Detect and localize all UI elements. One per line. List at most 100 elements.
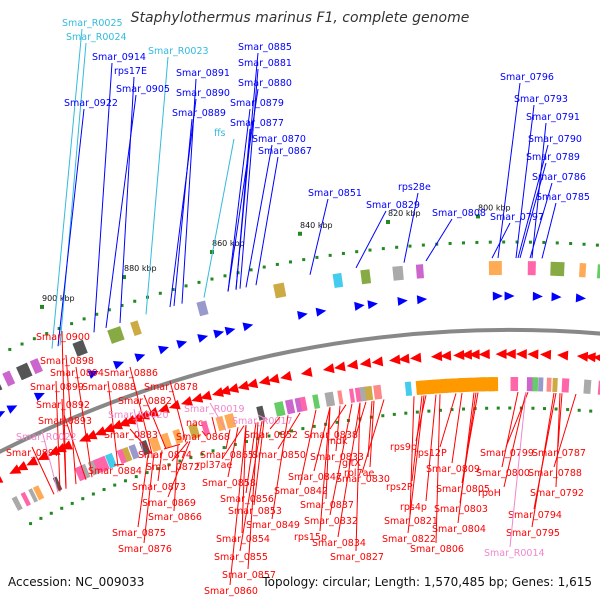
gene-leader-line: [245, 422, 257, 494]
gene-category-block: [148, 436, 162, 453]
gene-category-block: [130, 320, 142, 337]
gene-label: Smar_0889: [172, 108, 226, 119]
forward-gene-arrow: [6, 405, 18, 414]
reverse-gene-arrow: [102, 422, 115, 433]
gene-label: rps9p: [390, 442, 417, 453]
gc-dot: [123, 479, 127, 483]
gc-dot: [60, 506, 64, 510]
reverse-gene-arrow: [440, 350, 452, 361]
gene-label: Smar_0870: [252, 134, 306, 145]
gene-leader-line: [277, 412, 301, 450]
reverse-gene-arrow: [246, 378, 259, 389]
gene-leader-line: [169, 98, 197, 308]
kbp-tick-mark: [386, 219, 390, 224]
gene-leader-line: [209, 402, 227, 431]
gene-leader-line: [75, 366, 93, 478]
reverse-gene-arrow: [237, 380, 250, 391]
gc-dot: [189, 456, 193, 460]
gc-dot: [408, 244, 412, 248]
gene-leader-line: [411, 395, 423, 482]
gene-label: Smar_0873: [132, 482, 186, 493]
gene-leader-line: [235, 128, 251, 290]
gene-leader-line: [299, 409, 317, 486]
gene-leader-line: [555, 393, 561, 488]
gc-dot: [82, 317, 86, 321]
reverse-gene-arrow: [478, 349, 490, 360]
genome-tracks: [0, 240, 600, 526]
reverse-gene-arrow: [110, 419, 123, 430]
forward-gene-arrow: [575, 293, 586, 303]
gene-label: Smar_0830: [336, 474, 390, 485]
gene-leader-line: [451, 393, 463, 464]
gene-leader-line: [337, 402, 361, 538]
gc-dot: [395, 245, 399, 249]
gene-leader-line: [329, 403, 353, 516]
reverse-gene-arrow: [334, 361, 346, 372]
gene-leader-line: [245, 144, 273, 288]
gene-label: rpl7ae: [344, 468, 374, 479]
forward-gene-arrow: [224, 326, 236, 336]
forward-gene-arrow: [354, 301, 365, 311]
gene-leader-line: [541, 202, 557, 259]
gc-dot: [8, 347, 12, 351]
gene-leader-line: [557, 393, 563, 448]
gene-category-block: [583, 379, 592, 395]
gene-leader-line: [133, 408, 145, 457]
forward-gene-arrow: [113, 360, 125, 370]
gene-label: Smar_0879: [230, 98, 284, 109]
gene-label: Smar_0796: [500, 72, 554, 83]
genome-backbone: [0, 328, 600, 455]
forward-gene-arrow: [197, 334, 209, 343]
gc-dot: [515, 240, 519, 244]
gene-leader-line: [201, 430, 207, 437]
gc-dot: [427, 409, 431, 413]
gene-leader-line: [211, 416, 217, 434]
gene-leader-line: [167, 440, 191, 498]
gene-leader-line: [425, 394, 437, 502]
gc-dot: [244, 440, 248, 444]
gene-category-block: [597, 380, 600, 395]
kbp-tick-mark: [210, 250, 214, 255]
gc-dot: [461, 241, 465, 245]
gene-label: Smar_0866: [148, 512, 202, 523]
gene-leader-line: [171, 441, 189, 462]
gene-leader-line: [105, 94, 137, 328]
gene-category-block: [72, 339, 88, 357]
gene-category-block: [161, 432, 172, 448]
gene-leader-line: [163, 443, 181, 450]
gc-dot: [275, 262, 279, 266]
gc-dot: [381, 414, 385, 418]
gc-dot: [171, 287, 175, 291]
gene-category-block: [471, 377, 477, 392]
gene-leader-line: [271, 415, 289, 520]
gene-leader-line: [257, 414, 269, 421]
gene-leader-line: [491, 222, 511, 259]
gene-category-block: [0, 384, 3, 391]
reverse-gene-arrow: [16, 461, 29, 471]
gene-leader-line: [227, 108, 251, 292]
gc-dot: [156, 467, 160, 471]
gene-leader-line: [239, 421, 263, 552]
reverse-gene-arrow: [180, 396, 193, 406]
gene-label: Smar_0809: [426, 464, 480, 475]
gc-dot: [341, 251, 345, 255]
gene-category-block: [475, 377, 482, 392]
gene-label: Smar_0860: [204, 586, 258, 597]
gene-label: Smar_0853: [228, 506, 282, 517]
gene-label: Smar_0829: [366, 200, 420, 211]
forward-gene-arrow: [242, 322, 254, 332]
gene-leader-line: [137, 455, 149, 528]
gene-category-block: [488, 261, 502, 276]
gc-dot: [528, 240, 532, 244]
gene-leader-line: [409, 396, 415, 516]
gc-dot: [502, 240, 506, 244]
gene-leader-line: [355, 402, 361, 552]
gc-dot: [223, 274, 227, 278]
gc-dot: [249, 268, 253, 272]
reverse-gene-arrow: [137, 410, 150, 420]
gene-label: Smar_0787: [532, 448, 586, 459]
gene-leader-line: [435, 394, 441, 544]
gene-label: Smar_0794: [508, 510, 562, 521]
gene-label: Smar_0847: [288, 472, 342, 483]
